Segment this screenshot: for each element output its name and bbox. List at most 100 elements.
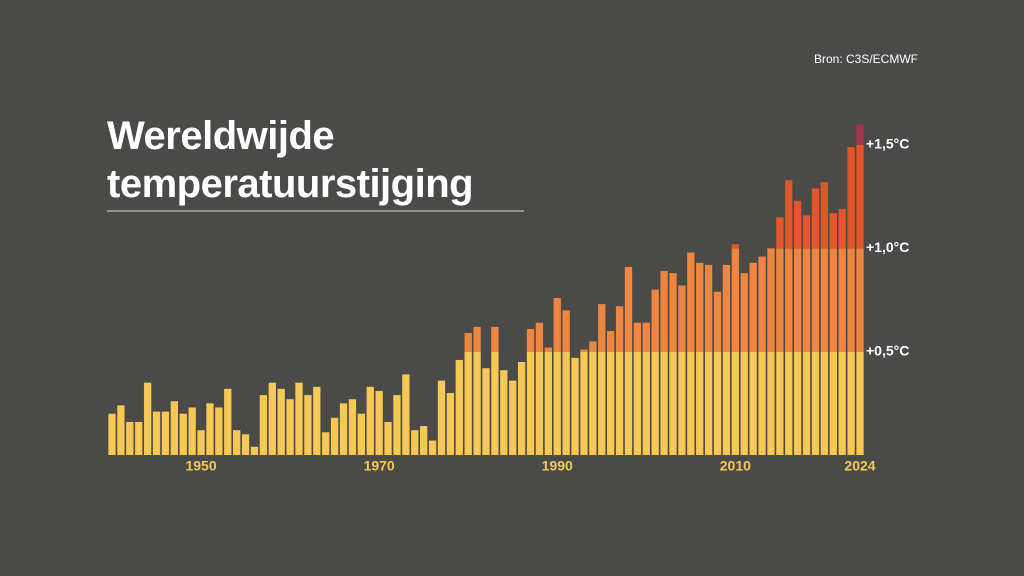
bar-segment (802, 248, 811, 352)
bar-segment (829, 351, 837, 455)
bar-segment (455, 359, 463, 455)
bar-segment (384, 421, 392, 455)
bar-segment (758, 351, 766, 455)
bar-segment (224, 388, 232, 455)
bar-segment (856, 124, 864, 145)
bar-segment (170, 401, 178, 455)
bar-segment (607, 331, 615, 352)
bar-segment (313, 386, 321, 455)
bar-segment (339, 403, 348, 455)
bar-segment (544, 351, 552, 455)
bar-segment (829, 213, 837, 249)
bar-segment (722, 351, 731, 455)
bar-segment (491, 351, 499, 455)
x-tick-label: 2010 (720, 458, 751, 474)
bar-segment (526, 328, 535, 352)
bar-segment (829, 248, 837, 352)
bar-segment (473, 351, 481, 455)
bar-segment (286, 399, 294, 455)
bar-segment (856, 248, 864, 352)
bar-segment (722, 264, 731, 352)
bar-segment (500, 370, 508, 455)
bar-segment (526, 351, 535, 455)
bar-segment (847, 147, 855, 249)
bar-segment (268, 382, 276, 455)
x-tick-label: 1990 (542, 458, 573, 474)
bar-segment (767, 351, 775, 455)
bar-segment (838, 248, 846, 352)
bar-segment (802, 215, 811, 249)
bar-segment (633, 322, 642, 352)
bar-segment (687, 351, 695, 455)
bar-segment (704, 264, 713, 352)
bar-segment (856, 351, 864, 455)
bar-segment (509, 380, 517, 455)
bar-segment (687, 252, 695, 352)
y-tick-label: +1,0°C (866, 239, 909, 255)
bar-segment (749, 351, 757, 455)
bar-segment (233, 430, 241, 455)
bar-segment (767, 248, 775, 352)
bar-segment (330, 417, 339, 455)
bar-segment (259, 395, 268, 455)
bar-segment (713, 291, 722, 352)
bar-segment (847, 248, 855, 352)
bar-segment (535, 351, 544, 455)
chart-title: Wereldwijde temperatuurstijging (107, 114, 474, 206)
bar-segment (651, 351, 659, 455)
bar-segment (143, 382, 152, 455)
bar-segment (633, 351, 642, 455)
bar-segment (713, 351, 722, 455)
bar-segment (473, 326, 481, 352)
bar-segment (696, 351, 704, 455)
bar-segment (562, 351, 570, 455)
bar-segment (179, 413, 187, 455)
bar-segment (607, 351, 615, 455)
x-tick-label: 2024 (844, 458, 875, 474)
bar-segment (517, 362, 526, 455)
bar-segment (188, 407, 196, 455)
bar-segment (758, 256, 766, 352)
bar-segment (811, 351, 820, 455)
bar-segment (740, 273, 748, 352)
bar-segment (589, 341, 597, 352)
bar-segment (117, 405, 125, 455)
bar-segment (669, 351, 677, 455)
bar-segment (669, 273, 677, 352)
bar-segment (785, 248, 793, 352)
x-tick-label: 1970 (364, 458, 395, 474)
bar-segment (277, 388, 285, 455)
bar-segment (215, 407, 223, 455)
bar-segment (660, 271, 668, 352)
bar-segment (696, 262, 704, 352)
bar-segment (357, 413, 365, 455)
x-tick-label: 1950 (185, 458, 216, 474)
bar-segment (544, 347, 552, 352)
bar-segment (241, 434, 250, 455)
bar-segment (295, 382, 303, 455)
bar-segment (838, 351, 846, 455)
bar-segment (794, 200, 802, 249)
bar-segment (580, 351, 588, 455)
bar-segment (161, 411, 170, 455)
bar-segment (322, 432, 330, 455)
source: Bron: C3S/ECMWF (814, 52, 918, 66)
bar-segment (838, 209, 846, 249)
bar-segment (820, 248, 829, 352)
bar-segment (553, 351, 561, 455)
bar-segment (206, 403, 214, 455)
y-tick-label: +1,5°C (866, 136, 909, 152)
bar-segment (553, 297, 561, 352)
bar-segment (393, 395, 401, 455)
bar-segment (411, 430, 419, 455)
bar-segment (464, 351, 472, 455)
bar-segment (491, 326, 499, 352)
bar-segment (366, 386, 374, 455)
bar-segment (402, 374, 410, 455)
bar-segment (678, 351, 686, 455)
bar-segment (749, 262, 757, 352)
bar-segment (776, 217, 784, 249)
bar-segment (197, 430, 205, 455)
bar-segment (598, 351, 606, 455)
